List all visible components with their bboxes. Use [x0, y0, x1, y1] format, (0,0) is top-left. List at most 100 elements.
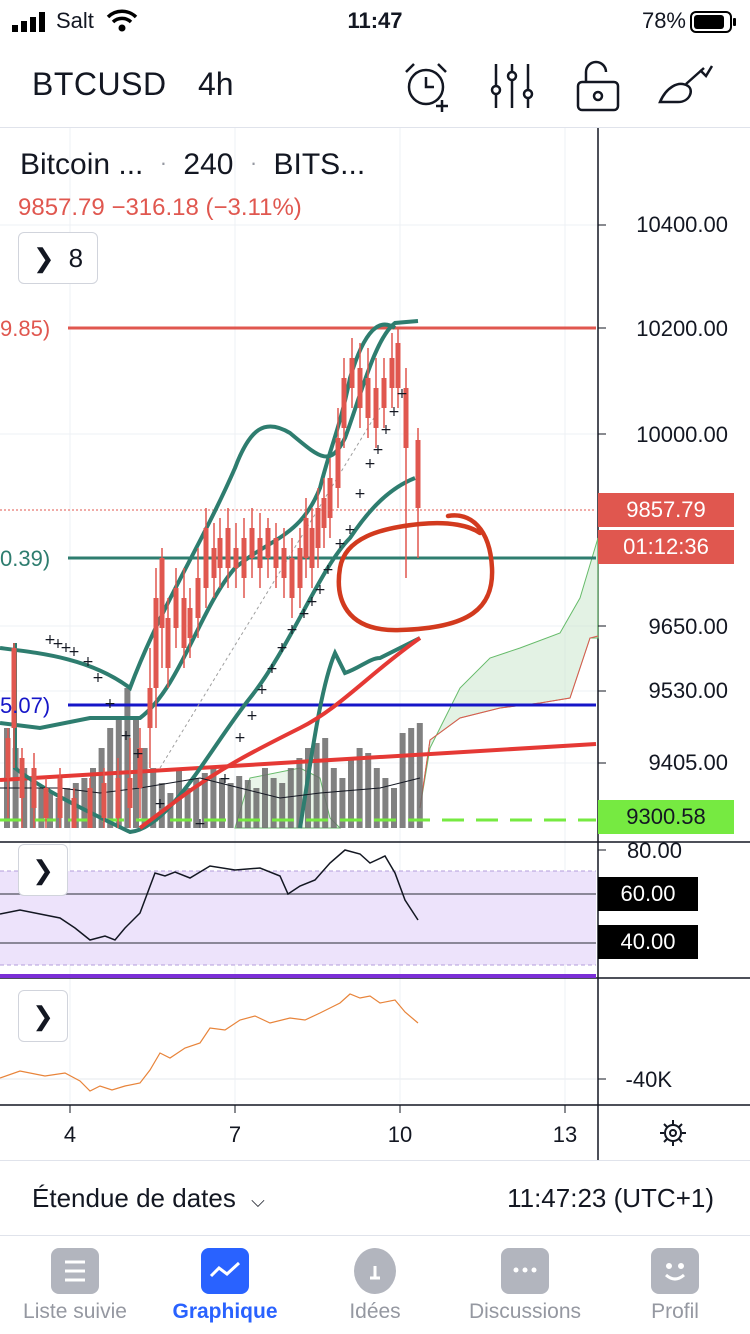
candle-body: [403, 388, 409, 448]
indicator-count: 8: [68, 242, 84, 273]
moving-average-red: [138, 636, 422, 830]
interval-button[interactable]: 4h: [198, 66, 234, 102]
candle-body: [217, 538, 223, 568]
candle-body: [115, 778, 121, 818]
instrument-name: Bitcoin ...: [20, 148, 144, 181]
volume-bar: [330, 768, 337, 828]
volume-bar: [373, 768, 380, 828]
candle-body: [373, 388, 379, 428]
candle-body: [225, 528, 231, 568]
volume-bar: [236, 776, 243, 828]
chevron-right-icon: ❯: [32, 1000, 54, 1031]
volume-bar: [124, 688, 131, 828]
rsi-pane-toggle[interactable]: ❯: [18, 844, 68, 896]
sar-dot: +: [364, 456, 376, 472]
sar-dot: +: [219, 771, 231, 787]
last-price-tag: 9857.79: [598, 493, 734, 527]
tab-label: Idées: [349, 1300, 401, 1323]
chat-bubble-icon: [501, 1248, 549, 1294]
change-percent: (−3.11%): [205, 194, 302, 221]
candle-body: [203, 528, 209, 588]
tab-ideas[interactable]: Idées: [300, 1248, 450, 1324]
candle-body: [381, 378, 387, 408]
volume-bar: [262, 768, 268, 828]
volume-bar: [107, 728, 114, 828]
timezone-clock[interactable]: 11:47:23 (UTC+1): [507, 1183, 714, 1213]
indicators-icon[interactable]: [484, 58, 540, 114]
drawing-tools-icon[interactable]: [656, 58, 714, 114]
battery-icon: [690, 11, 736, 33]
candle-body: [257, 538, 263, 568]
volume-bar: [150, 768, 157, 828]
signal-icon: [12, 12, 45, 32]
rsi-band: [0, 871, 596, 965]
volume-bar: [184, 788, 191, 828]
candle-body: [309, 528, 315, 568]
volume-bar: [382, 778, 389, 828]
tab-label: Profil: [651, 1300, 699, 1323]
candle-body: [187, 608, 193, 638]
volume-bar: [279, 783, 286, 828]
candle-body: [57, 778, 63, 818]
settings-gear-icon[interactable]: [658, 1118, 688, 1148]
oscillator-pane-toggle[interactable]: ❯: [18, 990, 68, 1042]
separator-dot: ·: [249, 150, 258, 175]
indicators-toggle-button[interactable]: ❯ 8: [18, 232, 98, 284]
smiley-profile-icon: [651, 1248, 699, 1294]
candle-body: [147, 688, 153, 728]
chevron-right-icon: ❯: [32, 242, 55, 273]
price-axis-label: 10000.00: [636, 422, 728, 447]
candle-body: [195, 578, 201, 618]
tab-profile[interactable]: Profil: [600, 1248, 750, 1324]
chart-area[interactable]: + + + + + + + + + + + + + + + + + + + + + + + + + + + + + + Bitcoin .…: [0, 128, 750, 1160]
volume-bar: [47, 793, 53, 828]
date-tick: 7: [228, 1122, 242, 1147]
candle-body: [327, 478, 333, 518]
legend-title[interactable]: Bitcoin ... · 240 · BITS...: [20, 148, 365, 182]
symbol-button[interactable]: BTCUSD: [32, 66, 167, 102]
chart-canvas[interactable]: ++++++++++++++++++++++++++++++: [0, 128, 750, 1160]
candle-body: [233, 548, 239, 568]
rsi-line: [0, 849, 419, 941]
volume-bar: [219, 778, 225, 828]
bar-countdown-tag: 01:12:36: [598, 530, 734, 564]
candle-body: [137, 748, 143, 788]
volume-ma-line: [0, 777, 421, 799]
sar-dot: +: [60, 640, 72, 656]
ichimoku-cloud: [419, 537, 599, 809]
volume-bar: [339, 778, 346, 828]
status-bar: Salt 11:47 78%: [0, 0, 750, 44]
battery-percent: 78%: [641, 8, 686, 33]
tab-discussions[interactable]: Discussions: [450, 1248, 600, 1324]
sar-dot: +: [380, 422, 392, 438]
change-value: −316.18: [111, 194, 199, 221]
chart-icon: [201, 1248, 249, 1294]
volume-bar: [365, 753, 372, 828]
chevron-right-icon: ❯: [32, 854, 54, 885]
candle-body: [165, 618, 171, 668]
sar-dot: +: [322, 562, 334, 578]
blue-level-label: 5.07): [0, 693, 51, 718]
rsi-40-tag: 40.00: [598, 925, 698, 959]
date-range-selector[interactable]: Étendue de dates ⌵: [32, 1183, 265, 1214]
candle-body: [153, 598, 159, 688]
volume-bar: [201, 773, 208, 828]
candle-body: [349, 358, 355, 388]
tab-chart[interactable]: Graphique: [150, 1248, 300, 1324]
sar-dot: +: [286, 622, 298, 638]
alarm-add-icon[interactable]: [400, 58, 456, 114]
candle-body: [321, 498, 327, 528]
candle-body: [365, 378, 371, 418]
volume-bar: [193, 778, 200, 828]
volume-bar: [90, 768, 96, 828]
unlock-icon[interactable]: [570, 58, 626, 114]
candle-body: [31, 768, 37, 808]
dotted-trend-line: [159, 407, 381, 769]
tab-watchlist[interactable]: Liste suivie: [0, 1248, 150, 1324]
sar-dot: +: [44, 632, 56, 648]
sar-dot: +: [298, 606, 310, 622]
candle-body: [5, 738, 11, 778]
chart-header: BTCUSD 4h: [0, 44, 750, 128]
volume-bar: [253, 788, 260, 828]
candle-body: [159, 558, 165, 628]
